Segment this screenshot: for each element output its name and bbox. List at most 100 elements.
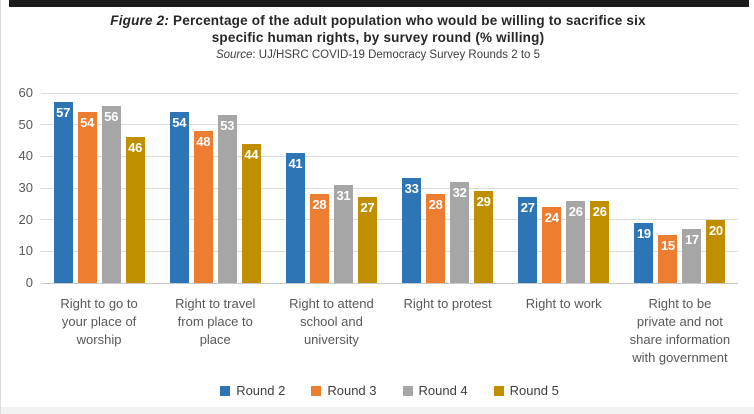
- legend-item-round2: Round 2: [220, 383, 285, 398]
- bar-value-label: 27: [520, 200, 535, 215]
- bar-round3-cat2: 48: [193, 131, 213, 283]
- bar-value-label: 32: [452, 185, 467, 200]
- y-tick-label-40: 40: [18, 148, 33, 164]
- y-tick-label-30: 30: [18, 180, 33, 195]
- bar-round4-cat6: 17: [682, 229, 702, 283]
- x-category-label-5: Right to work: [506, 295, 622, 313]
- bar-round5-cat4: 29: [474, 191, 494, 283]
- bar-round2-cat6: 19: [634, 223, 654, 283]
- legend-item-round4: Round 4: [402, 383, 468, 398]
- bar-value-label: 27: [360, 200, 375, 215]
- gridline-60: [41, 92, 738, 94]
- top-accent-bar: [9, 0, 749, 7]
- gridline-40: [41, 155, 738, 157]
- legend-label: Round 2: [236, 383, 286, 398]
- bar-value-label: 20: [708, 223, 723, 238]
- legend: Round 2 Round 3 Round 4 Round 5: [41, 383, 738, 398]
- bar-round4-cat2: 53: [217, 115, 237, 283]
- x-category-label-1: Right to go to your place of worship: [41, 295, 157, 349]
- bar-group-1: 57 54 56 46: [41, 93, 157, 283]
- bar-value-label: 24: [544, 210, 559, 225]
- bar-round4-cat1: 56: [101, 106, 121, 283]
- bar-round2-cat5: 27: [518, 197, 538, 283]
- legend-label: Round 5: [509, 383, 559, 398]
- gridline-10: [41, 250, 738, 252]
- bar-group-6: 19 15 17 20: [622, 93, 738, 283]
- bar-round4-cat4: 32: [450, 182, 470, 283]
- bar-value-label: 28: [312, 197, 327, 212]
- bar-value-label: 26: [592, 204, 607, 219]
- legend-label: Round 3: [327, 383, 377, 398]
- x-category-label-text: Right to travel from place to place: [175, 296, 256, 347]
- legend-swatch-icon: [220, 385, 231, 396]
- bar-round2-cat4: 33: [402, 178, 422, 283]
- bar-round4-cat5: 26: [566, 201, 586, 283]
- bar-group-3: 41 28 31 27: [273, 93, 389, 283]
- bottom-edge-strip: [1, 407, 754, 414]
- bar-round3-cat1: 54: [77, 112, 97, 283]
- bar-group-4: 33 28 32 29: [390, 93, 506, 283]
- figure-source: Source: UJ/HSRC COVID-19 Democracy Surve…: [1, 48, 754, 62]
- bar-round5-cat6: 20: [706, 220, 726, 283]
- bar-value-label: 54: [172, 115, 187, 130]
- bar-round5-cat1: 46: [125, 137, 145, 283]
- bar-value-label: 17: [684, 232, 699, 247]
- bar-group-2: 54 48 53 44: [157, 93, 273, 283]
- x-category-label-text: Right to attend school and university: [289, 296, 374, 347]
- bar-value-label: 56: [104, 109, 119, 124]
- figure-title-block: Figure 2: Percentage of the adult popula…: [1, 12, 754, 62]
- bar-value-label: 54: [80, 115, 95, 130]
- bar-round2-cat1: 57: [53, 102, 73, 283]
- x-category-label-text: Right to protest: [403, 296, 492, 311]
- y-tick-label-50: 50: [18, 116, 33, 132]
- x-category-label-3: Right to attend school and university: [273, 295, 389, 349]
- figure-title-line1: Figure 2: Percentage of the adult popula…: [1, 12, 754, 29]
- source-text: : UJ/HSRC COVID-19 Democracy Survey Roun…: [252, 49, 541, 61]
- source-prefix-label: Source: [215, 49, 253, 61]
- bar-round5-cat2: 44: [241, 144, 261, 283]
- y-tick-label-10: 10: [18, 243, 33, 259]
- gridline-50: [41, 124, 738, 126]
- y-tick-label-0: 0: [25, 275, 33, 290]
- bar-round3-cat4: 28: [426, 194, 446, 283]
- x-category-label-6: Right to be private and not share inform…: [622, 295, 738, 367]
- bar-round4-cat3: 31: [333, 185, 353, 283]
- figure-number-label: Figure 2:: [110, 13, 170, 28]
- legend-swatch-icon: [493, 385, 504, 396]
- bar-value-label: 19: [636, 226, 651, 241]
- figure-title-text: Percentage of the adult population who w…: [169, 13, 646, 28]
- x-category-label-text: Right to go to your place of worship: [60, 296, 138, 347]
- bar-value-label: 57: [56, 105, 71, 120]
- bar-value-label: 41: [288, 156, 303, 171]
- x-category-label-2: Right to travel from place to place: [157, 295, 273, 349]
- bar-round5-cat5: 26: [590, 201, 610, 283]
- figure-title-line2: specific human rights, by survey round (…: [211, 30, 545, 45]
- bar-value-label: 48: [196, 134, 211, 149]
- x-category-label-text: Right to work: [525, 296, 602, 311]
- bar-value-label: 31: [336, 188, 351, 203]
- bar-group-5: 27 24 26 26: [506, 93, 622, 283]
- y-tick-label-20: 20: [18, 211, 33, 227]
- bar-value-label: 28: [428, 197, 443, 212]
- bar-value-label: 46: [128, 140, 143, 155]
- bar-value-label: 26: [568, 204, 583, 219]
- bar-value-label: 53: [220, 118, 235, 133]
- bar-value-label: 33: [404, 181, 419, 196]
- x-axis-line: [41, 282, 738, 284]
- legend-swatch-icon: [402, 385, 413, 396]
- legend-swatch-icon: [311, 385, 322, 396]
- bar-round3-cat3: 28: [309, 194, 329, 283]
- x-category-label-4: Right to protest: [390, 295, 506, 313]
- bar-value-label: 15: [660, 238, 675, 253]
- bar-round3-cat5: 24: [542, 207, 562, 283]
- gridline-20: [41, 219, 738, 221]
- bar-round5-cat3: 27: [357, 197, 377, 283]
- gridline-30: [41, 187, 738, 189]
- legend-item-round5: Round 5: [493, 383, 559, 398]
- bar-round2-cat3: 41: [285, 153, 305, 283]
- bar-round2-cat2: 54: [169, 112, 189, 283]
- bar-value-label: 44: [244, 147, 259, 162]
- x-category-label-text: Right to be private and not share inform…: [629, 296, 731, 365]
